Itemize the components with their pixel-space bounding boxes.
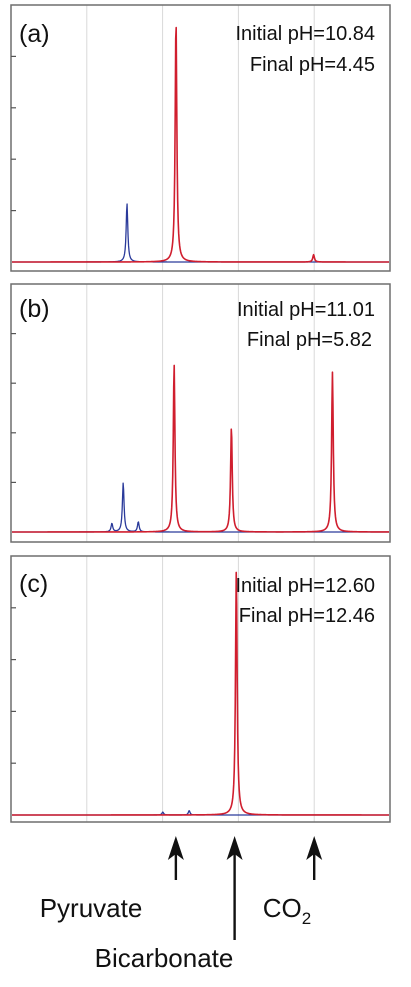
panel-c-final-ph: Final pH=12.46 <box>239 605 375 627</box>
panel-a-frame <box>10 4 391 272</box>
panel-b-final-ph: Final pH=5.82 <box>247 329 372 351</box>
spectrum-red <box>11 571 390 816</box>
panel-c-initial-ph: Initial pH=12.60 <box>235 575 375 597</box>
panel-b: (b) Initial pH=11.01 Final pH=5.82 <box>10 283 391 543</box>
spectrum-blue <box>11 203 390 263</box>
co2-label-main: CO <box>263 893 302 923</box>
panel-b-label: (b) <box>19 295 50 323</box>
panel-a-label: (a) <box>19 20 50 48</box>
marker-arrow <box>167 836 184 880</box>
spectrum-blue <box>11 482 390 533</box>
panel-a: (a) Initial pH=10.84 Final pH=4.45 <box>10 4 391 272</box>
bicarbonate-label: Bicarbonate <box>95 943 234 973</box>
arrow-head <box>306 836 323 860</box>
panel-c-frame <box>10 555 391 823</box>
marker-arrow <box>306 836 323 880</box>
panel-b-initial-ph: Initial pH=11.01 <box>237 299 375 321</box>
pyruvate-label: Pyruvate <box>40 893 143 923</box>
co2-label: CO2 <box>263 893 311 928</box>
panel-a-initial-ph: Initial pH=10.84 <box>235 23 375 45</box>
co2-label-subscript: 2 <box>302 909 311 928</box>
spectrum-red <box>11 364 390 533</box>
arrow-head <box>226 836 243 860</box>
panel-c-label: (c) <box>19 570 48 598</box>
panel-b-frame <box>10 283 391 543</box>
arrow-head <box>167 836 184 860</box>
peak-markers: Pyruvate Bicarbonate CO2 <box>40 836 323 973</box>
panel-a-final-ph: Final pH=4.45 <box>250 54 375 76</box>
marker-arrow <box>226 836 243 940</box>
panel-c: (c) Initial pH=12.60 Final pH=12.46 <box>10 555 391 823</box>
spectrum-red <box>11 26 390 263</box>
